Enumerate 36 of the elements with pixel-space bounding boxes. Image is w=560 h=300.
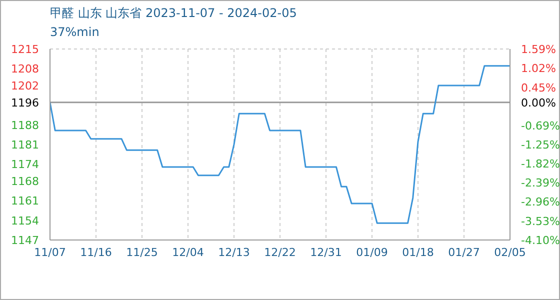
y-tick-label: 1188 bbox=[11, 118, 39, 132]
y2-tick-label: -2.39% bbox=[521, 176, 560, 190]
y-tick-label: 1202 bbox=[11, 80, 39, 93]
y-tick-label: 1208 bbox=[11, 62, 39, 76]
y2-tick-label: -1.25% bbox=[521, 138, 560, 152]
y2-tick-label: -3.53% bbox=[521, 214, 560, 228]
x-tick-label: 12/22 bbox=[264, 246, 296, 259]
chart-subtitle: 37%min bbox=[50, 25, 100, 39]
y2-tick-label: 1.02% bbox=[521, 62, 556, 76]
y2-tick-label: -4.10% bbox=[521, 234, 560, 247]
x-tick-label: 12/04 bbox=[172, 246, 204, 259]
y2-tick-label: -1.82% bbox=[521, 157, 560, 170]
y2-tick-label: -0.69% bbox=[521, 120, 560, 133]
y-tick-label: 1181 bbox=[11, 138, 39, 152]
x-tick-label: 11/25 bbox=[126, 246, 158, 259]
x-tick-label: 01/27 bbox=[448, 246, 480, 259]
y-tick-label: 1147 bbox=[11, 234, 39, 247]
y2-tick-label: 0.00% bbox=[521, 96, 556, 110]
x-tick-label: 01/18 bbox=[402, 246, 434, 259]
y2-tick-label: 0.45% bbox=[521, 81, 556, 94]
x-tick-label: 12/13 bbox=[218, 246, 250, 259]
x-tick-label: 01/09 bbox=[356, 246, 388, 259]
x-tick-label: 11/16 bbox=[80, 246, 112, 259]
y-tick-label: 1168 bbox=[11, 175, 39, 188]
x-tick-label: 11/07 bbox=[34, 246, 66, 259]
y2-tick-label: 1.59% bbox=[521, 43, 556, 56]
x-tick-label: 02/05 bbox=[494, 246, 526, 259]
line-series bbox=[50, 65, 510, 224]
y-tick-label: 1215 bbox=[11, 43, 39, 56]
y-tick-label: 1196 bbox=[11, 96, 39, 110]
y-tick-label: 1161 bbox=[11, 194, 39, 208]
x-tick-label: 12/31 bbox=[310, 246, 342, 259]
y-tick-label: 1174 bbox=[11, 158, 39, 172]
chart-title: 甲醛 山东 山东省 2023-11-07 - 2024-02-05 bbox=[50, 5, 297, 22]
y-tick-label: 1154 bbox=[11, 214, 39, 228]
y2-tick-label: -2.96% bbox=[521, 196, 560, 209]
